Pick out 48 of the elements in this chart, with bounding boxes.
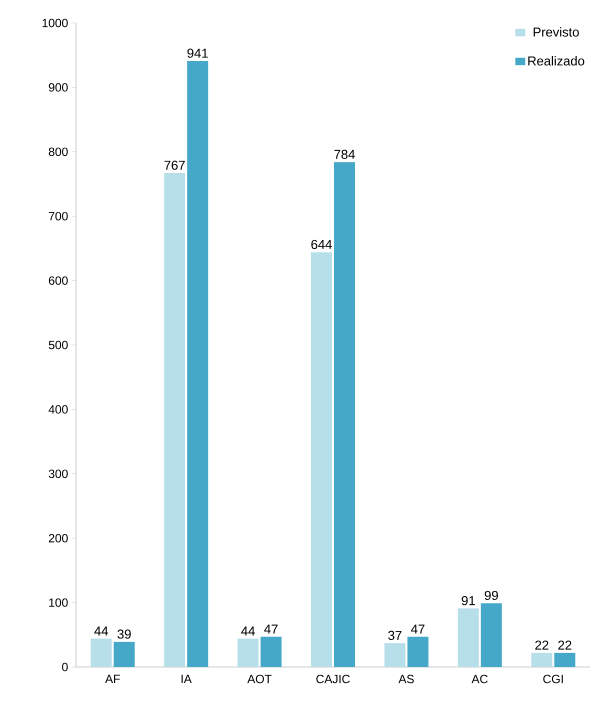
y-tick-label: 100 bbox=[49, 598, 68, 607]
bar bbox=[334, 162, 355, 667]
y-tick-label: 900 bbox=[48, 83, 68, 92]
data-label: 22 bbox=[558, 640, 572, 650]
y-tick-label: 800 bbox=[48, 148, 68, 156]
y-tick-label: 300 bbox=[48, 470, 68, 478]
bar bbox=[458, 608, 479, 667]
data-label: 644 bbox=[311, 240, 332, 250]
data-label: 39 bbox=[118, 630, 131, 639]
bar bbox=[238, 638, 259, 667]
bar bbox=[260, 636, 282, 667]
y-tick-label: 500 bbox=[48, 340, 68, 350]
bar bbox=[531, 652, 552, 667]
x-tick-label: CGI bbox=[543, 674, 563, 684]
y-tick-label: 600 bbox=[48, 276, 68, 285]
y-tick-label: 0 bbox=[62, 662, 68, 672]
y-tick-label: 200 bbox=[48, 534, 68, 542]
bar bbox=[90, 638, 112, 667]
x-tick-label: AF bbox=[105, 674, 120, 683]
data-label: 941 bbox=[187, 48, 208, 58]
legend-label: Previsto bbox=[534, 27, 579, 37]
bar bbox=[384, 643, 406, 667]
bar bbox=[407, 636, 428, 667]
data-label: 99 bbox=[484, 590, 498, 600]
data-label: 784 bbox=[334, 150, 355, 159]
x-tick-label: CAJIC bbox=[316, 674, 350, 684]
data-label: 47 bbox=[411, 624, 424, 634]
bar bbox=[187, 60, 208, 667]
y-tick-label: 1000 bbox=[42, 18, 68, 28]
data-label: 44 bbox=[94, 626, 108, 636]
legend-label: Realizado bbox=[528, 56, 584, 66]
data-label: 44 bbox=[241, 626, 255, 636]
x-tick-label: AC bbox=[472, 674, 488, 684]
x-tick-label: IA bbox=[182, 674, 192, 683]
y-tick-label: 400 bbox=[48, 405, 68, 414]
bar bbox=[554, 652, 576, 667]
data-label: 91 bbox=[462, 596, 475, 606]
y-tick-label: 700 bbox=[48, 212, 68, 220]
x-tick-label: AS bbox=[398, 674, 414, 684]
x-tick-label: AOT bbox=[247, 674, 272, 684]
bar bbox=[480, 603, 502, 667]
data-label: 767 bbox=[164, 160, 185, 170]
data-label: 22 bbox=[535, 640, 548, 650]
data-label: 37 bbox=[388, 630, 402, 640]
data-label: 47 bbox=[264, 624, 278, 634]
bar bbox=[164, 173, 186, 667]
bar bbox=[114, 642, 135, 667]
bar bbox=[311, 252, 332, 667]
